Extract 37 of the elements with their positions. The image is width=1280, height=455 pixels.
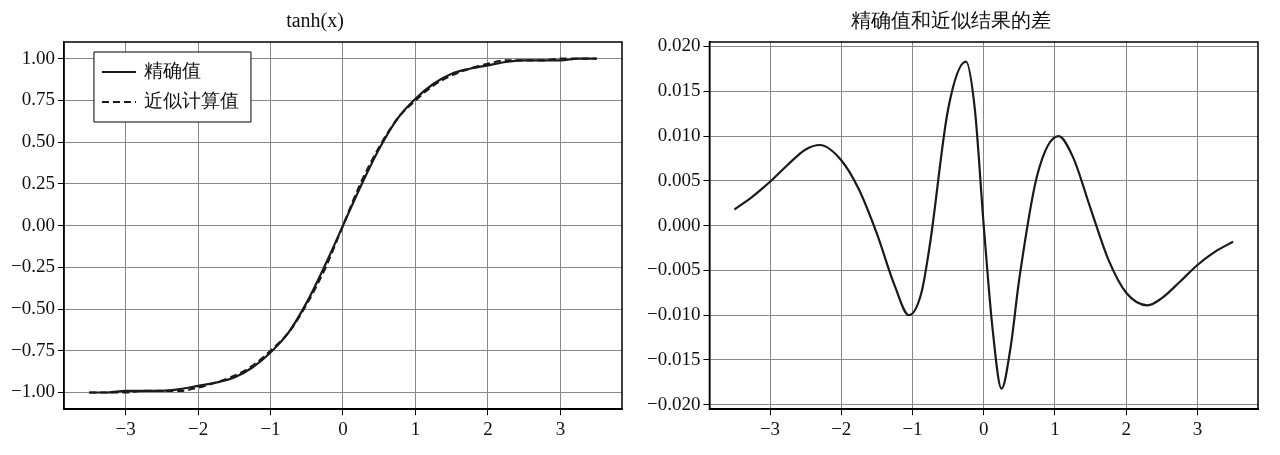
- x-tick-label: 2: [1121, 417, 1131, 439]
- x-tick-label: 2: [483, 417, 493, 439]
- y-tick-label: 0.25: [21, 171, 55, 193]
- x-tick-label: −3: [759, 417, 781, 439]
- x-tick-label: −2: [831, 417, 852, 439]
- y-tick-label: −0.75: [11, 338, 55, 360]
- y-tick-label: 0.75: [21, 88, 55, 110]
- y-tick-label: 0.015: [657, 79, 701, 101]
- y-tick-label: −0.005: [647, 258, 701, 280]
- y-tick-label: 0.020: [657, 34, 701, 56]
- y-tick-label: 0.50: [21, 130, 55, 152]
- legend-label: 近似计算值: [143, 89, 239, 111]
- line-series: [733, 60, 1235, 390]
- y-tick-label: 0.010: [657, 124, 701, 146]
- x-tick-label: −3: [115, 417, 136, 439]
- x-tick-label: −1: [902, 417, 923, 439]
- x-tick-label: 0: [338, 417, 348, 439]
- y-tick-label: 1.00: [21, 46, 55, 68]
- y-tick-label: −0.50: [11, 297, 55, 319]
- x-tick-label: 3: [555, 417, 566, 439]
- y-tick-label: 0.00: [21, 213, 55, 235]
- y-tick-label: 0.000: [657, 213, 701, 235]
- y-tick-label: −0.015: [647, 347, 701, 369]
- chart-title: tanh(x): [286, 9, 344, 33]
- y-tick-label: −0.010: [647, 303, 701, 325]
- x-tick-label: 0: [978, 417, 989, 439]
- legend-label: 精确值: [143, 59, 201, 81]
- x-tick-label: 1: [1050, 417, 1060, 439]
- x-tick-label: −2: [187, 417, 209, 439]
- y-tick-label: −0.25: [11, 255, 55, 277]
- chart-title: 精确值和近似结果的差: [851, 9, 1051, 32]
- x-tick-label: 3: [1192, 417, 1203, 439]
- y-tick-label: −0.020: [647, 392, 701, 414]
- x-tick-label: −1: [260, 417, 281, 439]
- x-tick-label: 1: [410, 417, 421, 439]
- y-tick-label: 0.005: [657, 168, 701, 190]
- y-tick-label: −1.00: [11, 380, 55, 402]
